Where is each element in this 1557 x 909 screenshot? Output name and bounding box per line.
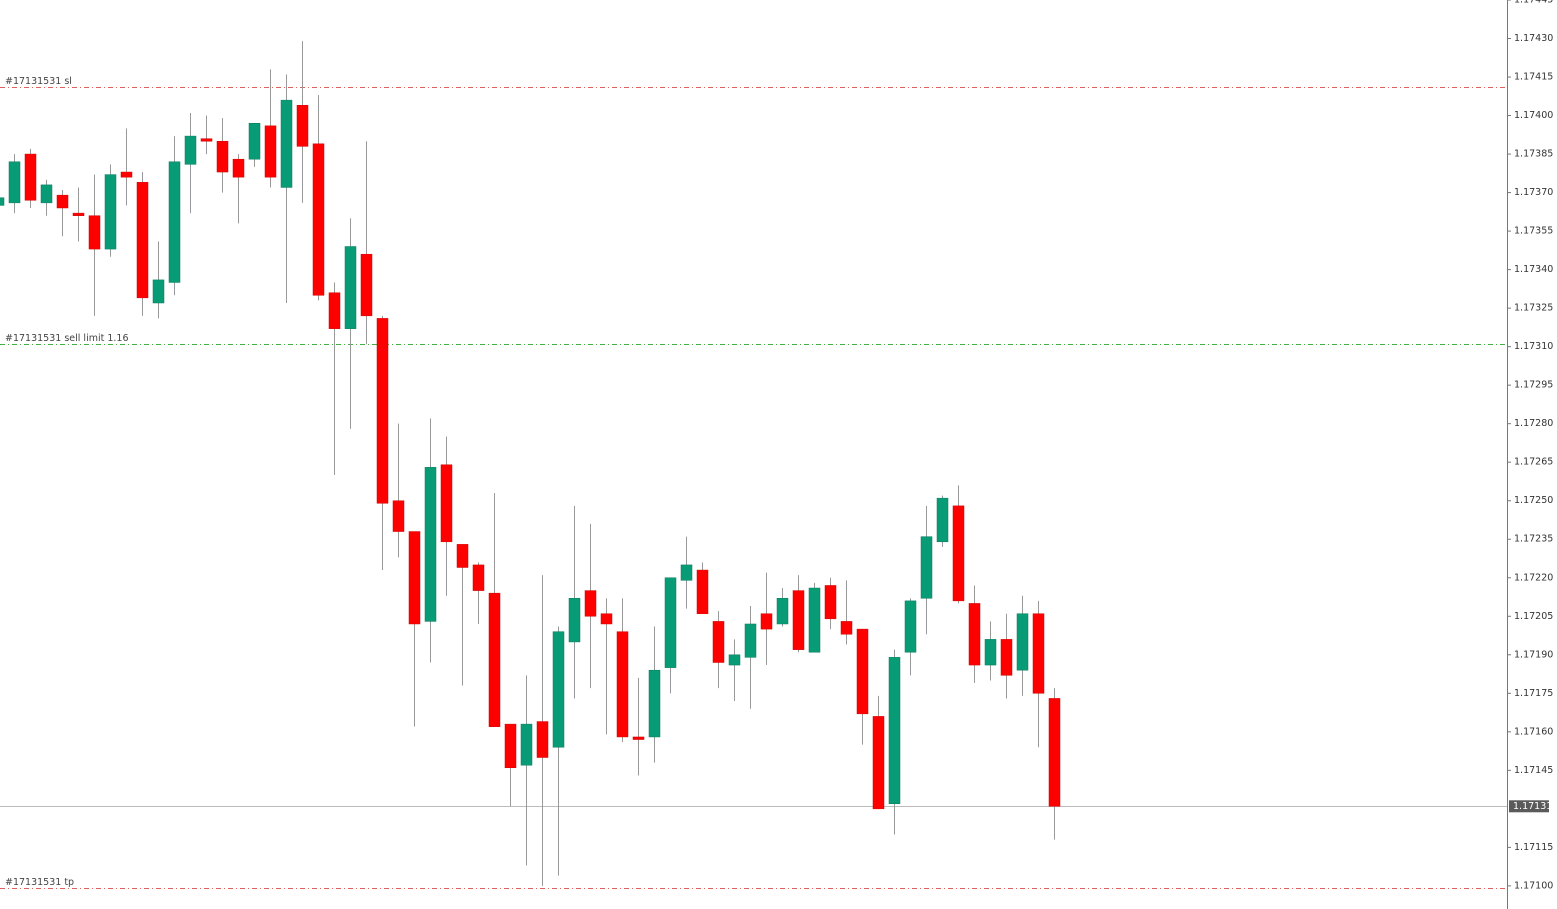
candle-body: [952, 505, 965, 602]
y-tick-label: 1.17160: [1514, 726, 1553, 737]
y-tick-label: 1.17430: [1514, 33, 1553, 44]
y-tick-label: 1.17400: [1514, 110, 1553, 121]
candle-body: [856, 628, 869, 715]
candle-body: [776, 598, 789, 625]
candle-body: [760, 613, 773, 630]
y-tick-label: 1.17235: [1514, 534, 1553, 545]
candle-body: [168, 161, 181, 283]
candle-body: [888, 657, 901, 804]
y-tick-label: 1.17385: [1514, 149, 1553, 160]
candle-body: [1032, 613, 1045, 694]
candle-body: [920, 536, 933, 599]
candle-body: [328, 292, 341, 329]
candle-body: [632, 736, 645, 740]
y-tick-label: 1.17265: [1514, 457, 1553, 468]
y-tick-label: 1.17340: [1514, 264, 1553, 275]
candle-body: [728, 654, 741, 666]
y-tick-label: 1.17310: [1514, 341, 1553, 352]
current-price-box: [1509, 800, 1549, 813]
candle-body: [472, 564, 485, 591]
y-tick-label: 1.17115: [1514, 842, 1553, 853]
candle-body: [136, 182, 149, 299]
candle-body: [1048, 698, 1061, 807]
y-tick-label: 1.17355: [1514, 226, 1553, 237]
candle-body: [24, 153, 37, 201]
candle-body: [360, 253, 373, 317]
candle-body: [440, 464, 453, 543]
candle-body: [552, 631, 565, 748]
y-tick-label: 1.17370: [1514, 187, 1553, 198]
candle-body: [936, 497, 949, 543]
candle-body: [616, 631, 629, 738]
candle-body: [1000, 639, 1013, 676]
current-price-label: 1.17131: [1513, 801, 1552, 812]
candle-body: [744, 623, 757, 658]
candle-body: [600, 613, 613, 625]
y-tick-label: 1.17175: [1514, 688, 1553, 699]
candle-body: [456, 544, 469, 568]
candle-body: [216, 140, 229, 173]
candle-body: [968, 603, 981, 666]
order-level-label: #17131531 sell limit 1.16: [5, 333, 129, 344]
candle-body: [1016, 613, 1029, 671]
order-level-label: #17131531 tp: [5, 877, 74, 888]
candle-body: [648, 669, 661, 738]
candle-body: [680, 564, 693, 581]
candle-body: [0, 197, 5, 206]
candle-body: [8, 161, 21, 204]
y-tick-label: 1.17415: [1514, 72, 1553, 83]
y-tick-label: 1.17280: [1514, 418, 1553, 429]
candle-body: [408, 531, 421, 625]
candle-body: [840, 621, 853, 635]
candle-body: [312, 143, 325, 296]
candle-body: [488, 592, 501, 727]
candle-body: [984, 639, 997, 666]
candle-body: [344, 246, 357, 329]
candle-body: [536, 721, 549, 758]
y-tick-label: 1.17205: [1514, 611, 1553, 622]
candle-body: [280, 99, 293, 188]
y-tick-label: 1.17190: [1514, 649, 1553, 660]
candle-body: [88, 215, 101, 250]
y-tick-label: 1.17250: [1514, 495, 1553, 506]
candle-body: [424, 467, 437, 622]
candle-body: [376, 318, 389, 504]
candle-body: [248, 123, 261, 160]
candle-body: [824, 585, 837, 620]
candle-body: [120, 171, 133, 178]
candle-body: [392, 500, 405, 532]
order-level-label: #17131531 sl: [5, 76, 72, 87]
y-tick-label: 1.17145: [1514, 765, 1553, 776]
candle-body: [232, 158, 245, 178]
candle-body: [792, 590, 805, 650]
y-tick-label: 1.17100: [1514, 880, 1553, 891]
candle-body: [504, 723, 517, 769]
candle-body: [568, 598, 581, 643]
candle-body: [664, 577, 677, 668]
candle-body: [712, 621, 725, 663]
candle-body: [808, 587, 821, 653]
candle-body: [872, 716, 885, 810]
candle-body: [904, 600, 917, 653]
candle-body: [152, 279, 165, 304]
candle-body: [696, 569, 709, 614]
candle-body: [296, 105, 309, 147]
y-tick-label: 1.17325: [1514, 303, 1553, 314]
candle-body: [104, 174, 117, 250]
candle-body: [520, 723, 533, 766]
candle-body: [72, 212, 85, 216]
candle-body: [40, 184, 53, 204]
candle-body: [56, 194, 69, 209]
y-tick-label: 1.17445: [1514, 0, 1553, 6]
plot-area: #17131531 sl #17131531 sell limit 1.16 #17…: [0, 41, 1507, 889]
candle-body: [184, 135, 197, 165]
y-tick-label: 1.17220: [1514, 572, 1553, 583]
y-tick-label: 1.17295: [1514, 380, 1553, 391]
candle-body: [264, 125, 277, 178]
candle-body: [200, 138, 213, 142]
candle-body: [584, 590, 597, 617]
